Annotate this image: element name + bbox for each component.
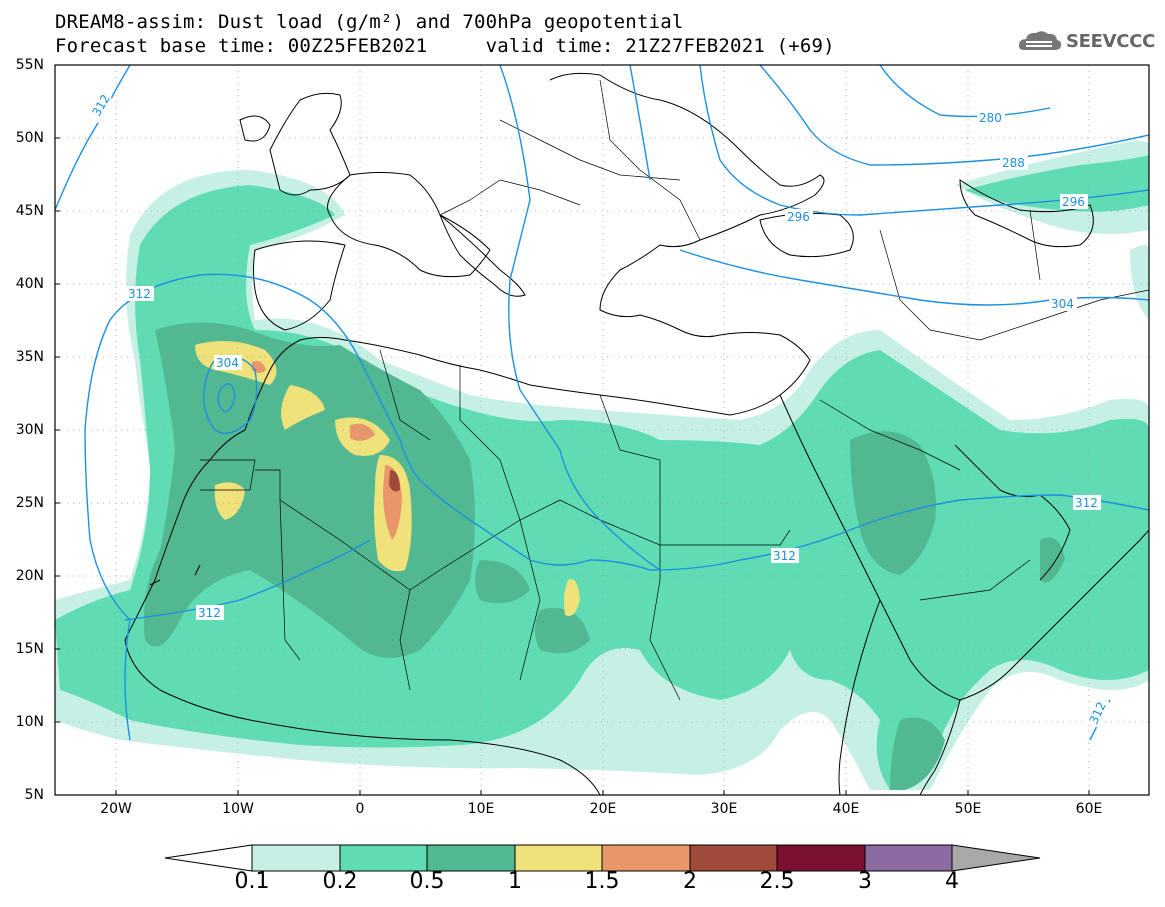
- colorbar-label: 0.1: [234, 869, 270, 894]
- colorbar-high-arrow: [951, 844, 1041, 872]
- contour-label: 280: [979, 111, 1002, 125]
- dust-level-0.5: [144, 322, 1065, 790]
- dust-level-0.2: [55, 155, 1149, 790]
- lon-label: 10E: [467, 801, 495, 817]
- colorbar-swatch: [776, 844, 866, 872]
- lat-label: 5N: [24, 787, 44, 803]
- lat-label: 10N: [15, 714, 44, 730]
- colorbar: [164, 844, 1041, 872]
- contour-label: 312: [128, 287, 151, 301]
- seevccc-logo: SEEVCCC: [1018, 28, 1155, 54]
- lon-label: 40E: [832, 801, 860, 817]
- contour-label: 296: [1062, 195, 1085, 209]
- axis-ticks: [55, 64, 1090, 796]
- colorbar-label: 4: [945, 869, 959, 894]
- lon-label: 50E: [954, 801, 982, 817]
- colorbar-swatch: [251, 844, 341, 872]
- colorbar-swatch: [426, 844, 516, 872]
- colorbar-low-arrow: [164, 844, 253, 872]
- colorbar-label: 3: [858, 869, 872, 894]
- contour-label: 312: [1075, 496, 1098, 510]
- lon-label: 20E: [589, 801, 617, 817]
- borders: [200, 79, 1149, 701]
- lon-label: 30E: [710, 801, 738, 817]
- colorbar-label: 0.2: [322, 869, 358, 894]
- colorbar-swatch: [601, 844, 691, 872]
- colorbar-label: 1: [508, 869, 522, 894]
- lat-label: 50N: [15, 130, 44, 146]
- contour-label: 288: [1002, 156, 1025, 170]
- graticule: [55, 65, 1149, 795]
- colorbar-label: 2.5: [759, 869, 795, 894]
- lat-label: 25N: [15, 495, 44, 511]
- contour-label: 304: [216, 356, 239, 370]
- colorbar-label: 1.5: [584, 869, 620, 894]
- forecast-time-line: Forecast base time: 00Z25FEB2021 valid t…: [55, 35, 835, 57]
- lon-label: 60E: [1075, 801, 1103, 817]
- contour-labels: 312 312 304 312 312 312 304 296 288 280 …: [85, 91, 1111, 729]
- map-title: DREAM8-assim: Dust load (g/m²) and 700hP…: [55, 11, 684, 33]
- logo-text: SEEVCCC: [1066, 30, 1156, 52]
- lat-label: 20N: [15, 568, 44, 584]
- lon-label: 20W: [100, 801, 132, 817]
- colorbar-swatch: [864, 844, 953, 872]
- lat-label: 15N: [15, 641, 44, 657]
- contour-label: 304: [1051, 297, 1074, 311]
- lon-label: 10W: [222, 801, 254, 817]
- colorbar-swatch: [339, 844, 428, 872]
- colorbar-swatch: [514, 844, 603, 872]
- dust-level-2: [389, 470, 400, 492]
- lat-label: 55N: [15, 57, 44, 73]
- lat-label: 45N: [15, 203, 44, 219]
- lon-label: 0: [355, 801, 365, 817]
- geopotential-contours: [55, 65, 1149, 741]
- contour-label: 312: [198, 606, 221, 620]
- lat-label: 30N: [15, 422, 44, 438]
- colorbar-swatch: [689, 844, 778, 872]
- lat-label: 40N: [15, 276, 44, 292]
- contour-label: 312: [773, 549, 796, 563]
- contour-label: 296: [787, 210, 810, 224]
- lat-label: 35N: [15, 349, 44, 365]
- colorbar-label: 0.5: [409, 869, 445, 894]
- cloud-icon: [1018, 31, 1062, 50]
- colorbar-label: 2: [683, 869, 697, 894]
